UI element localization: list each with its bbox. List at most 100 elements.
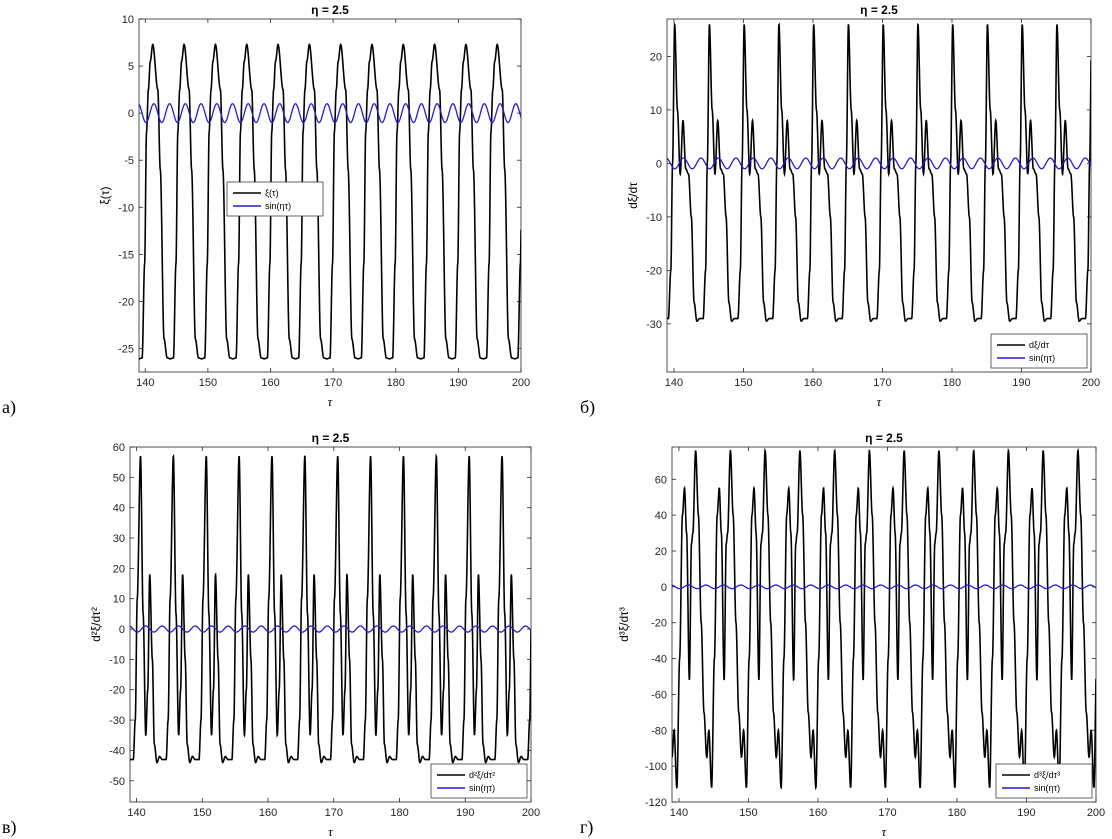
y-tick-label: 20	[655, 546, 667, 558]
y-tick-label: 50	[113, 472, 125, 484]
series-line-1	[667, 157, 1091, 170]
y-axis-label: ξ(τ)	[98, 186, 112, 204]
y-tick-label: 10	[122, 14, 134, 26]
plot-area	[129, 446, 532, 803]
legend: ξ(τ) sin(ητ)	[226, 181, 324, 217]
x-tick-label: 180	[948, 807, 966, 819]
x-tick-label: 170	[324, 377, 342, 389]
y-axis-label: d³ξ/dτ³	[617, 607, 631, 642]
x-axis-label: τ	[328, 824, 334, 839]
x-tick-label: 170	[325, 807, 343, 819]
panel-2: 140 150 160 170 180 190 200 60 50 40 30 20 10 0 -10 -20…	[2, 431, 540, 839]
y-axis-label: dξ/dτ	[626, 182, 640, 209]
legend-entry: dξ/dτ	[1029, 340, 1050, 350]
y-tick-label: 60	[655, 474, 667, 486]
x-tick-label: 150	[199, 377, 217, 389]
chart-title: η = 2.5	[865, 431, 903, 445]
legend-entry: d²ξ/dτ²	[469, 770, 495, 780]
x-tick-label: 180	[943, 377, 961, 389]
chart-title: η = 2.5	[860, 3, 898, 17]
y-tick-label: -25	[118, 343, 134, 355]
series-line-0	[130, 453, 531, 764]
legend-entry: sin(ητ)	[1029, 353, 1055, 363]
x-tick-label: 170	[873, 377, 891, 389]
x-axis-label: τ	[328, 394, 334, 409]
plot-area	[138, 18, 522, 373]
y-tick-label: -10	[118, 202, 134, 214]
y-tick-label: -20	[646, 265, 662, 277]
legend-box	[995, 763, 1093, 799]
y-tick-label: -15	[118, 249, 134, 261]
y-tick-label: -5	[124, 155, 134, 167]
x-tick-label: 150	[193, 807, 211, 819]
y-tick-label: -20	[651, 618, 667, 630]
y-tick-label: -30	[109, 715, 125, 727]
y-tick-label: -10	[109, 654, 125, 666]
legend: d²ξ/dτ² sin(ητ)	[430, 763, 528, 799]
x-tick-label: 200	[1082, 377, 1100, 389]
panel-3: 140 150 160 170 180 190 2006040200-20-40-60-80…	[580, 431, 1105, 839]
legend-entry: ξ(τ)	[265, 188, 279, 198]
y-tick-label: 10	[650, 105, 662, 117]
x-tick-label: 180	[390, 807, 408, 819]
y-tick-label: 5	[128, 61, 134, 73]
x-tick-label: 140	[665, 377, 683, 389]
x-axis-label: τ	[877, 394, 883, 409]
legend-entry: sin(ητ)	[265, 201, 291, 211]
series-line-1	[130, 625, 531, 633]
x-tick-label: 190	[1012, 377, 1030, 389]
series-line-0	[139, 43, 521, 360]
y-tick-label: -20	[118, 296, 134, 308]
y-tick-label: 20	[113, 563, 125, 575]
y-tick-label: -30	[646, 319, 662, 331]
y-tick-label: -80	[651, 725, 667, 737]
panel-1: 140 150 160 170 180 190 200 20 10 0 -10 -20 -30 η = 2…	[580, 3, 1100, 418]
y-tick-label: -40	[651, 654, 667, 666]
x-tick-label: 200	[522, 807, 540, 819]
y-tick-label: -20	[109, 685, 125, 697]
y-tick-label: 0	[656, 158, 662, 170]
legend-entry: sin(ητ)	[469, 783, 495, 793]
series-line-0	[667, 21, 1091, 323]
panel-0: 140 150 160 170 180 190 200 10 5 0 -5 -10 -15 -20 -25 η…	[2, 3, 530, 418]
y-tick-label: -40	[109, 745, 125, 757]
x-tick-label: 160	[809, 807, 827, 819]
x-tick-label: 180	[387, 377, 405, 389]
y-tick-label: 30	[113, 533, 125, 545]
x-tick-label: 200	[512, 377, 530, 389]
x-tick-label: 190	[449, 377, 467, 389]
legend-box	[226, 181, 324, 217]
y-tick-label: 0	[119, 624, 125, 636]
y-tick-label: -120	[645, 797, 667, 809]
x-tick-label: 150	[739, 807, 757, 819]
y-tick-label: 0	[661, 582, 667, 594]
panel-label: г)	[580, 817, 593, 838]
x-tick-label: 140	[127, 807, 145, 819]
legend: d³ξ/dτ³ sin(ητ)	[995, 763, 1093, 799]
x-tick-label: 160	[261, 377, 279, 389]
x-tick-label: 150	[734, 377, 752, 389]
y-tick-label: -10	[646, 212, 662, 224]
legend: dξ/dτ sin(ητ)	[990, 333, 1088, 369]
y-tick-label: 60	[113, 442, 125, 454]
legend-entry: sin(ητ)	[1034, 783, 1060, 793]
x-tick-label: 200	[1087, 807, 1105, 819]
y-tick-label: 20	[650, 51, 662, 63]
panel-label: а)	[2, 397, 16, 418]
x-tick-label: 190	[1017, 807, 1035, 819]
chart-title: η = 2.5	[312, 431, 350, 445]
y-tick-label: 10	[113, 594, 125, 606]
panel-label: б)	[580, 397, 595, 418]
x-tick-label: 160	[804, 377, 822, 389]
x-tick-label: 190	[456, 807, 474, 819]
y-tick-label: 40	[655, 510, 667, 522]
y-tick-label: -60	[651, 689, 667, 701]
x-tick-label: 140	[136, 377, 154, 389]
y-tick-label: -50	[109, 776, 125, 788]
series-line-0	[672, 447, 1096, 791]
x-tick-label: 170	[878, 807, 896, 819]
y-axis-label: d²ξ/dτ²	[89, 607, 103, 642]
legend-box	[430, 763, 528, 799]
y-tick-label: 0	[128, 108, 134, 120]
series-line-1	[139, 103, 521, 124]
